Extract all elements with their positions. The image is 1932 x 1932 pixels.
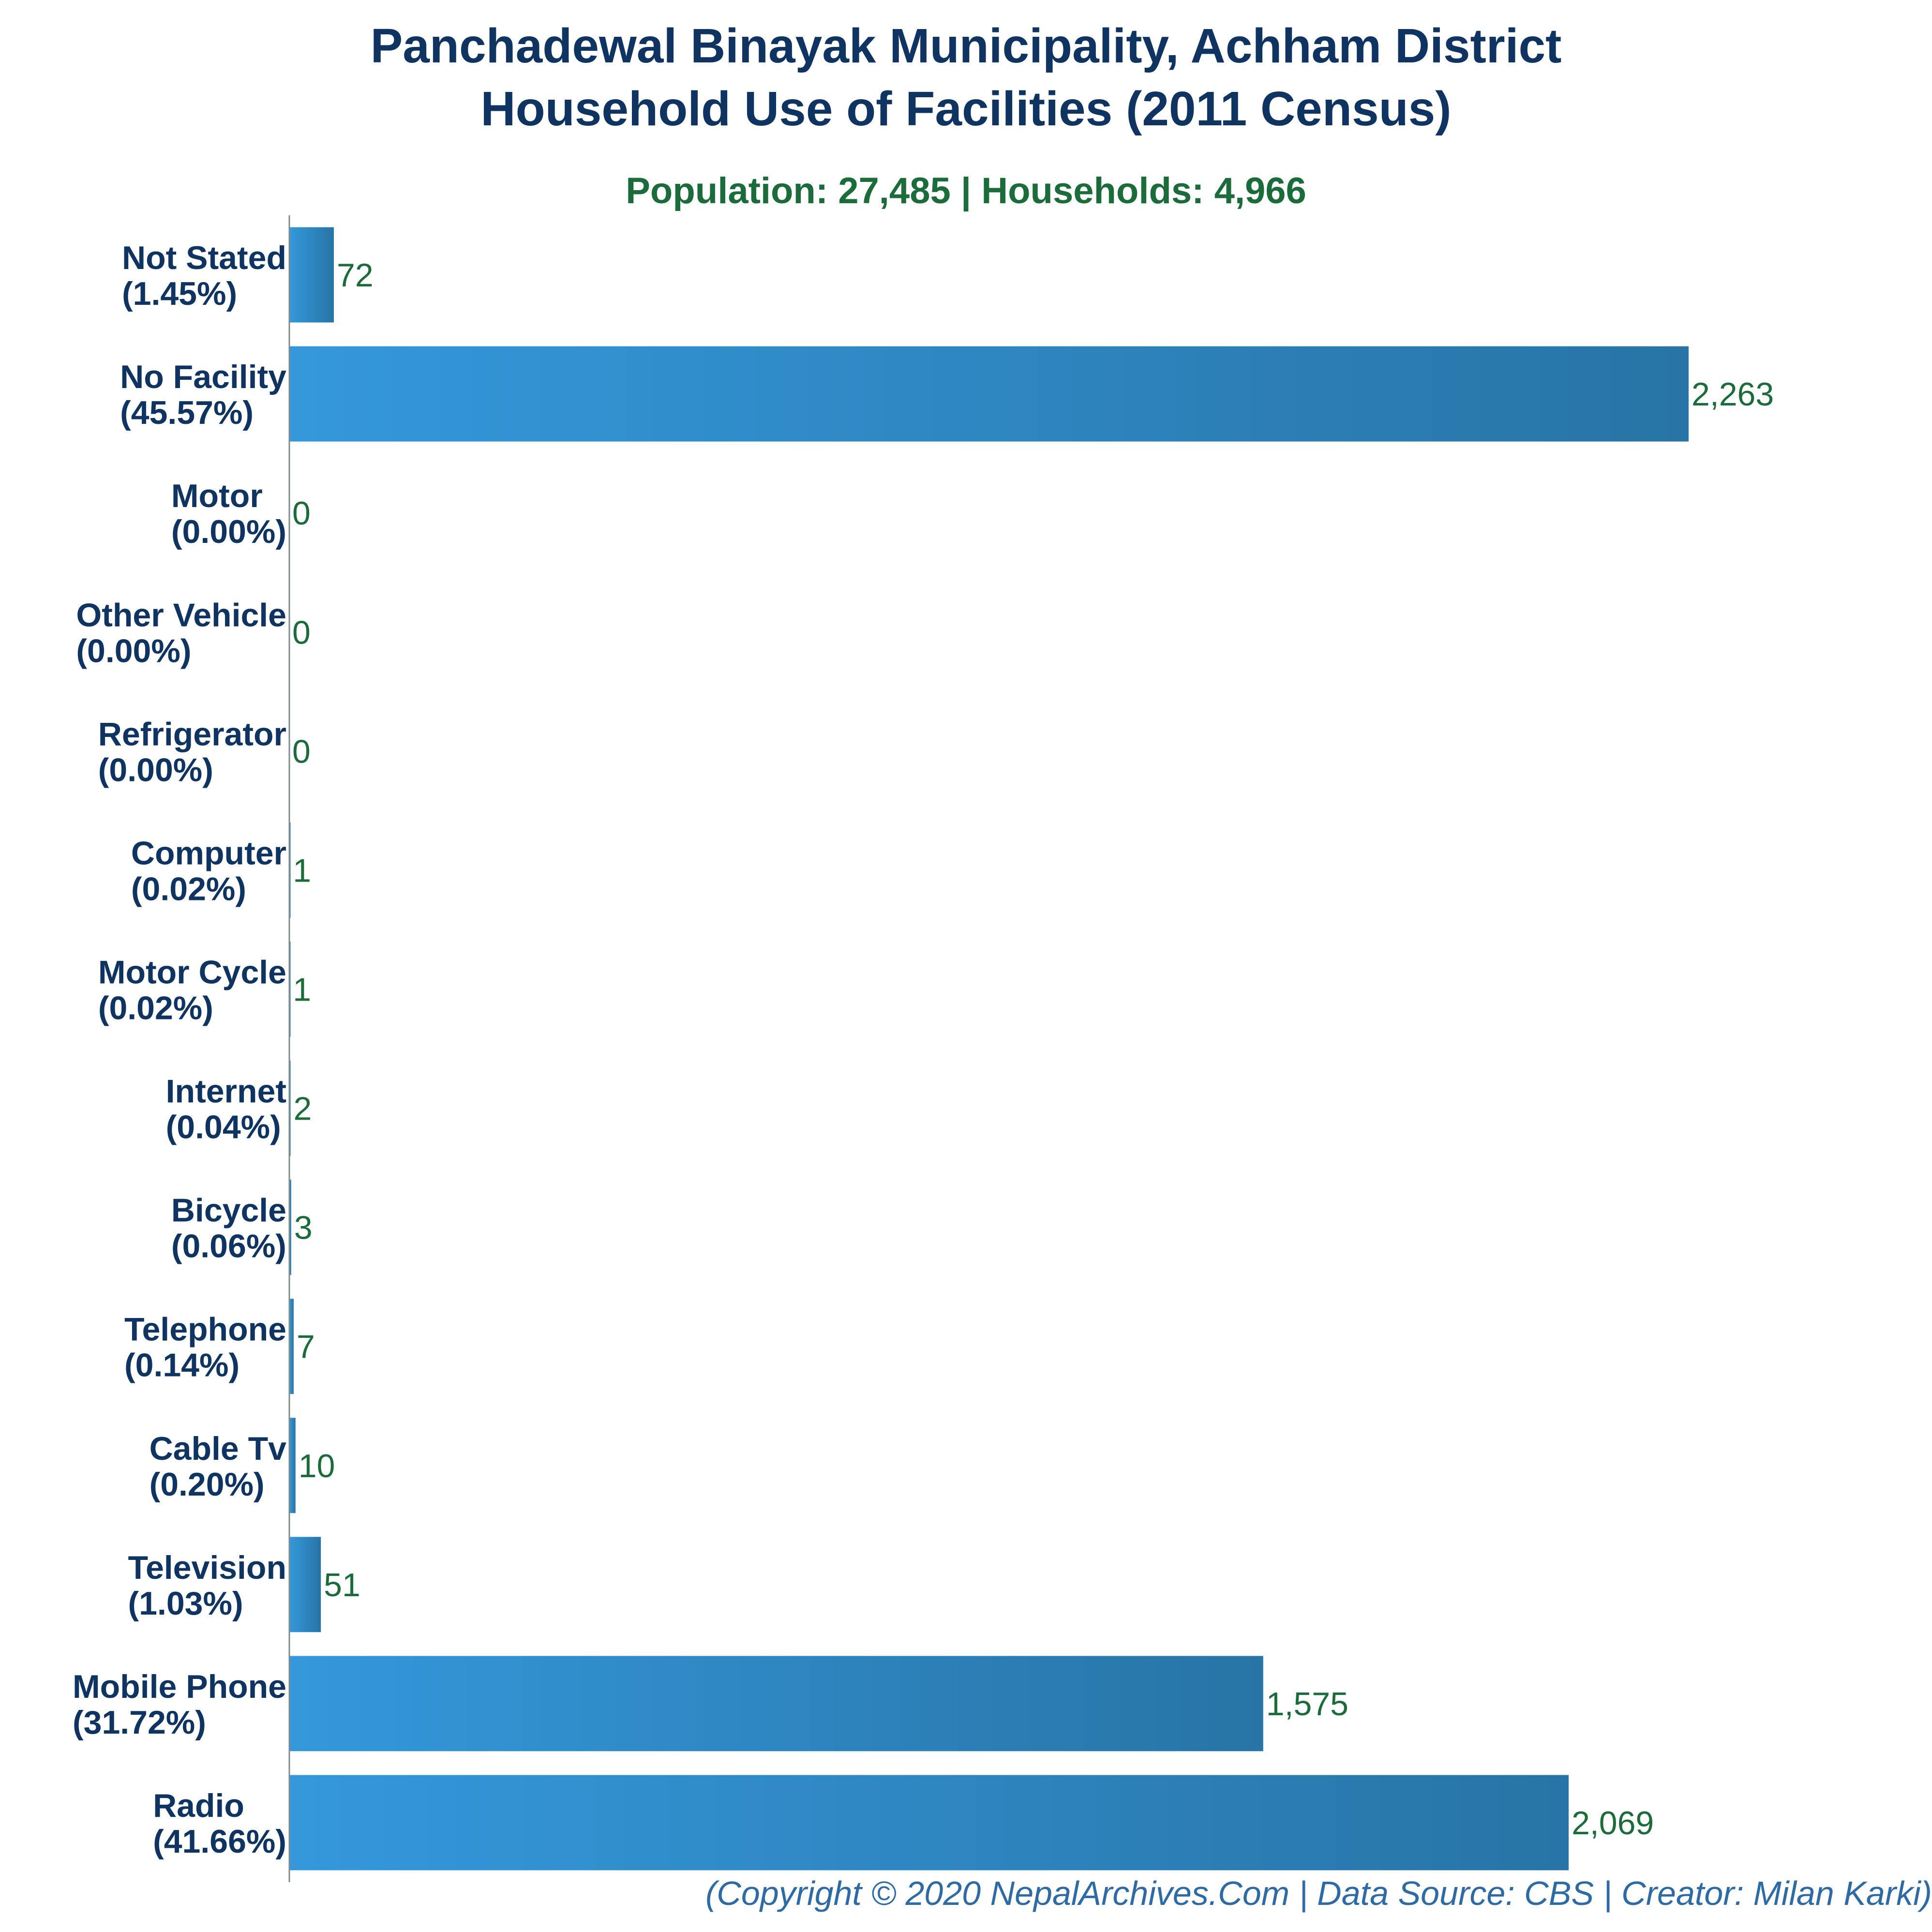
bar bbox=[289, 346, 1689, 442]
value-label: 0 bbox=[292, 495, 311, 532]
value-label: 1 bbox=[293, 852, 311, 889]
category-label: Radio bbox=[153, 1787, 244, 1824]
bar bbox=[289, 1656, 1263, 1752]
value-label: 1 bbox=[293, 971, 311, 1008]
value-label: 2,263 bbox=[1692, 376, 1774, 413]
value-label: 2,069 bbox=[1572, 1805, 1654, 1842]
category-percent-label: (0.04%) bbox=[166, 1109, 281, 1146]
category-label: Not Stated bbox=[122, 240, 286, 276]
bar bbox=[289, 227, 334, 323]
category-label: Internet bbox=[166, 1073, 286, 1110]
chart-title-line-1: Panchadewal Binayak Municipality, Achham… bbox=[370, 19, 1562, 73]
category-label: Television bbox=[128, 1549, 286, 1586]
value-label: 0 bbox=[292, 733, 311, 770]
category-percent-label: (0.00%) bbox=[171, 513, 286, 550]
category-percent-label: (0.06%) bbox=[171, 1228, 286, 1265]
category-label: Cable Tv bbox=[150, 1430, 287, 1467]
category-label: Motor Cycle bbox=[98, 954, 286, 990]
bar-group: 0 Motor(0.00%) bbox=[171, 478, 311, 550]
category-percent-label: (45.57%) bbox=[120, 394, 254, 431]
value-label: 51 bbox=[324, 1567, 360, 1603]
value-label: 2 bbox=[294, 1091, 312, 1127]
category-percent-label: (0.20%) bbox=[150, 1466, 265, 1503]
chart-title: Panchadewal Binayak Municipality, Achham… bbox=[0, 15, 1932, 140]
category-label: Computer bbox=[131, 835, 286, 871]
bar bbox=[289, 1180, 291, 1275]
bar bbox=[289, 1775, 1569, 1871]
bar-group: 10 Cable Tv(0.20%) bbox=[150, 1418, 335, 1513]
bar-group: 2,263 No Facility(45.57%) bbox=[120, 346, 1774, 442]
value-label: 0 bbox=[292, 614, 311, 651]
bar-group: 2,069 Radio(41.66%) bbox=[153, 1775, 1654, 1871]
footer-credit: (Copyright © 2020 NepalArchives.Com | Da… bbox=[705, 1874, 1932, 1912]
value-label: 1,575 bbox=[1266, 1686, 1348, 1722]
category-label: Bicycle bbox=[171, 1192, 286, 1229]
category-percent-label: (31.72%) bbox=[73, 1704, 206, 1741]
category-label: No Facility bbox=[120, 359, 286, 395]
bar bbox=[289, 1418, 296, 1513]
category-percent-label: (0.02%) bbox=[98, 989, 213, 1026]
category-label: Telephone bbox=[124, 1311, 286, 1348]
bar-group: 7 Telephone(0.14%) bbox=[124, 1299, 315, 1394]
bar-group: 1,575 Mobile Phone(31.72%) bbox=[73, 1656, 1348, 1752]
value-label: 3 bbox=[294, 1210, 313, 1246]
category-percent-label: (0.02%) bbox=[131, 870, 246, 907]
category-label: Refrigerator bbox=[98, 716, 286, 752]
category-label: Other Vehicle bbox=[76, 597, 286, 633]
category-label: Motor bbox=[171, 478, 263, 514]
category-percent-label: (41.66%) bbox=[153, 1823, 286, 1860]
value-label: 72 bbox=[337, 257, 374, 294]
chart-subtitle: Population: 27,485 | Households: 4,966 bbox=[626, 170, 1306, 211]
value-label: 7 bbox=[297, 1329, 315, 1365]
bar bbox=[289, 1299, 294, 1394]
category-percent-label: (1.45%) bbox=[122, 275, 237, 312]
category-percent-label: (0.00%) bbox=[76, 632, 191, 669]
category-percent-label: (1.03%) bbox=[128, 1585, 243, 1622]
value-label: 10 bbox=[299, 1448, 335, 1484]
bar-group: 72 Not Stated(1.45%) bbox=[122, 227, 374, 323]
category-percent-label: (0.14%) bbox=[124, 1347, 240, 1384]
chart-title-line-2: Household Use of Facilities (2011 Census… bbox=[480, 82, 1452, 136]
category-label: Mobile Phone bbox=[73, 1668, 286, 1705]
category-percent-label: (0.00%) bbox=[98, 751, 213, 788]
bar bbox=[289, 1537, 321, 1632]
bar-group: 51 Television(1.03%) bbox=[128, 1537, 360, 1632]
